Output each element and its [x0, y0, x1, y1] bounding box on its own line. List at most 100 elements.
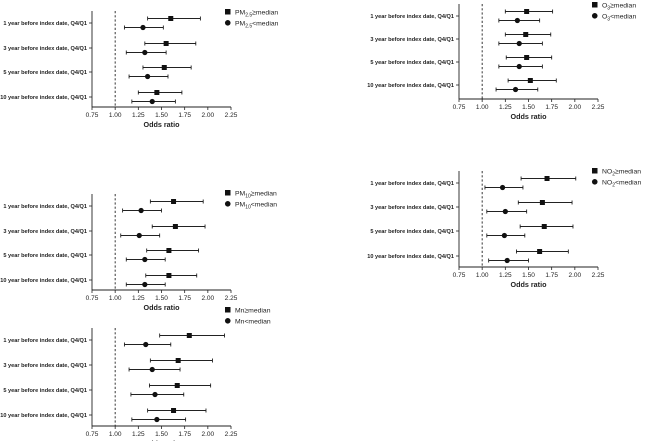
legend-pollutant: PM	[235, 21, 246, 28]
point-high-square	[171, 408, 177, 413]
point-high-square	[171, 199, 177, 204]
legend-circle-marker	[224, 201, 231, 207]
row-label: 5 year before index date, Q4/Q1	[3, 253, 87, 259]
x-tick-label: 1.00	[109, 295, 122, 302]
legend-pollutant: O	[602, 14, 607, 21]
point-low-circle	[145, 73, 151, 80]
legend-relation: <median	[252, 21, 278, 28]
x-tick-label: 2.25	[592, 272, 605, 279]
point-high-square	[166, 248, 172, 253]
point-low-circle	[502, 208, 508, 215]
legend-pollutant: PM	[235, 202, 246, 209]
x-axis-title: Odds ratio	[511, 112, 548, 121]
point-high-square	[161, 65, 167, 70]
row-label: 3 year before index date, Q4/Q1	[370, 205, 454, 211]
x-tick-label: 1.25	[499, 272, 512, 279]
x-axis-title: Odds ratio	[144, 439, 181, 441]
legend-label: Mn≥median	[235, 308, 271, 315]
point-high-square	[537, 249, 543, 254]
forest-panel-pm25: 0.75 1.00 1.25 1.50 1.75 2.00 2.25 Odds ratio 1 …	[0, 9, 279, 129]
legend-relation: ≥median	[252, 10, 278, 17]
row-label: 1 year before index date, Q4/Q1	[370, 181, 454, 187]
x-tick-label: 1.00	[109, 431, 122, 438]
legend-pollutant: PM	[235, 191, 246, 198]
legend-label: NO2≥median	[602, 169, 641, 178]
legend-relation: ≥median	[244, 308, 270, 315]
row-label: 5 year before index date, Q4/Q1	[3, 70, 87, 76]
point-low-circle	[142, 281, 148, 288]
legend-circle-marker	[224, 20, 231, 26]
point-low-circle	[149, 366, 155, 373]
x-tick-label: 2.00	[569, 272, 582, 279]
legend-pollutant: NO	[602, 180, 612, 187]
point-low-circle	[142, 49, 148, 56]
x-tick-label: 2.25	[225, 431, 238, 438]
row-label: 5 year before index date, Q4/Q1	[3, 388, 87, 394]
legend-relation: ≥median	[251, 191, 277, 198]
x-tick-label: 1.25	[499, 104, 512, 111]
x-tick-label: 1.25	[132, 431, 145, 438]
x-axis-title: Odds ratio	[511, 280, 548, 289]
x-tick-label: 0.75	[453, 272, 466, 279]
point-high-square	[541, 224, 547, 229]
legend-label: PM10≥median	[235, 191, 277, 200]
legend-relation: <median	[610, 14, 636, 21]
point-high-square	[544, 176, 550, 181]
legend-pollutant: O	[602, 3, 607, 10]
point-high-square	[168, 16, 174, 21]
point-high-square	[166, 273, 172, 278]
forest-panel-no2: 0.75 1.00 1.25 1.50 1.75 2.00 2.25 Odds ratio 1 …	[367, 168, 641, 289]
x-tick-label: 1.00	[476, 272, 489, 279]
point-high-square	[154, 90, 160, 95]
legend-circle-marker	[591, 179, 598, 185]
legend-subscript: 2.5	[245, 24, 252, 30]
x-tick-label: 1.25	[132, 295, 145, 302]
x-tick-label: 0.75	[453, 104, 466, 111]
point-high-square	[172, 224, 178, 229]
x-tick-label: 2.25	[225, 112, 238, 119]
legend-circle-marker	[224, 318, 231, 324]
row-label: 10 year before index date, Q4/Q1	[367, 83, 454, 89]
row-label: 5 year before index date, Q4/Q1	[370, 60, 454, 66]
point-high-square	[524, 9, 530, 14]
legend-subscript: 10	[245, 194, 251, 200]
legend-label: NO2<median	[602, 180, 641, 189]
row-label: 1 year before index date, Q4/Q1	[3, 21, 87, 27]
legend-label: PM2.5≥median	[235, 10, 278, 19]
point-low-circle	[138, 207, 144, 214]
legend-relation: <median	[251, 202, 277, 209]
legend-label: Mn<median	[235, 319, 271, 326]
legend-circle-marker	[591, 13, 598, 19]
x-tick-label: 2.00	[569, 104, 582, 111]
legend-relation: <median	[244, 319, 270, 326]
point-low-circle	[499, 184, 506, 191]
legend-relation: <median	[615, 180, 641, 187]
legend-subscript: 3	[607, 6, 610, 12]
point-low-circle	[501, 232, 508, 239]
row-label: 1 year before index date, Q4/Q1	[3, 338, 87, 344]
legend-subscript: 2.5	[245, 13, 252, 19]
legend-subscript: 2	[612, 172, 615, 178]
point-low-circle	[516, 40, 522, 47]
point-high-square	[163, 41, 169, 46]
x-tick-label: 1.75	[178, 112, 191, 119]
x-axis-title: Odds ratio	[144, 120, 181, 129]
row-label: 1 year before index date, Q4/Q1	[370, 14, 454, 20]
x-tick-label: 1.50	[522, 104, 535, 111]
point-low-circle	[140, 24, 146, 31]
legend-label: PM2.5<median	[235, 21, 279, 30]
forest-panel-o3: 0.75 1.00 1.25 1.50 1.75 2.00 2.25 Odds ratio 1 …	[367, 2, 637, 121]
x-tick-label: 1.50	[155, 431, 168, 438]
legend-pollutant: Mn	[235, 319, 245, 326]
legend-relation: ≥median	[615, 169, 641, 176]
point-low-circle	[152, 391, 158, 398]
x-tick-label: 1.50	[155, 295, 168, 302]
forest-panel-mn: 0.75 1.00 1.25 1.50 1.75 2.00 2.25 Odds ratio 1 …	[0, 307, 271, 441]
point-high-square	[175, 358, 181, 363]
x-axis-title: Odds ratio	[144, 303, 181, 312]
row-label: 5 year before index date, Q4/Q1	[370, 229, 454, 235]
row-label: 10 year before index date, Q4/Q1	[0, 278, 87, 284]
legend-square-marker	[225, 307, 231, 313]
row-label: 3 year before index date, Q4/Q1	[370, 37, 454, 43]
